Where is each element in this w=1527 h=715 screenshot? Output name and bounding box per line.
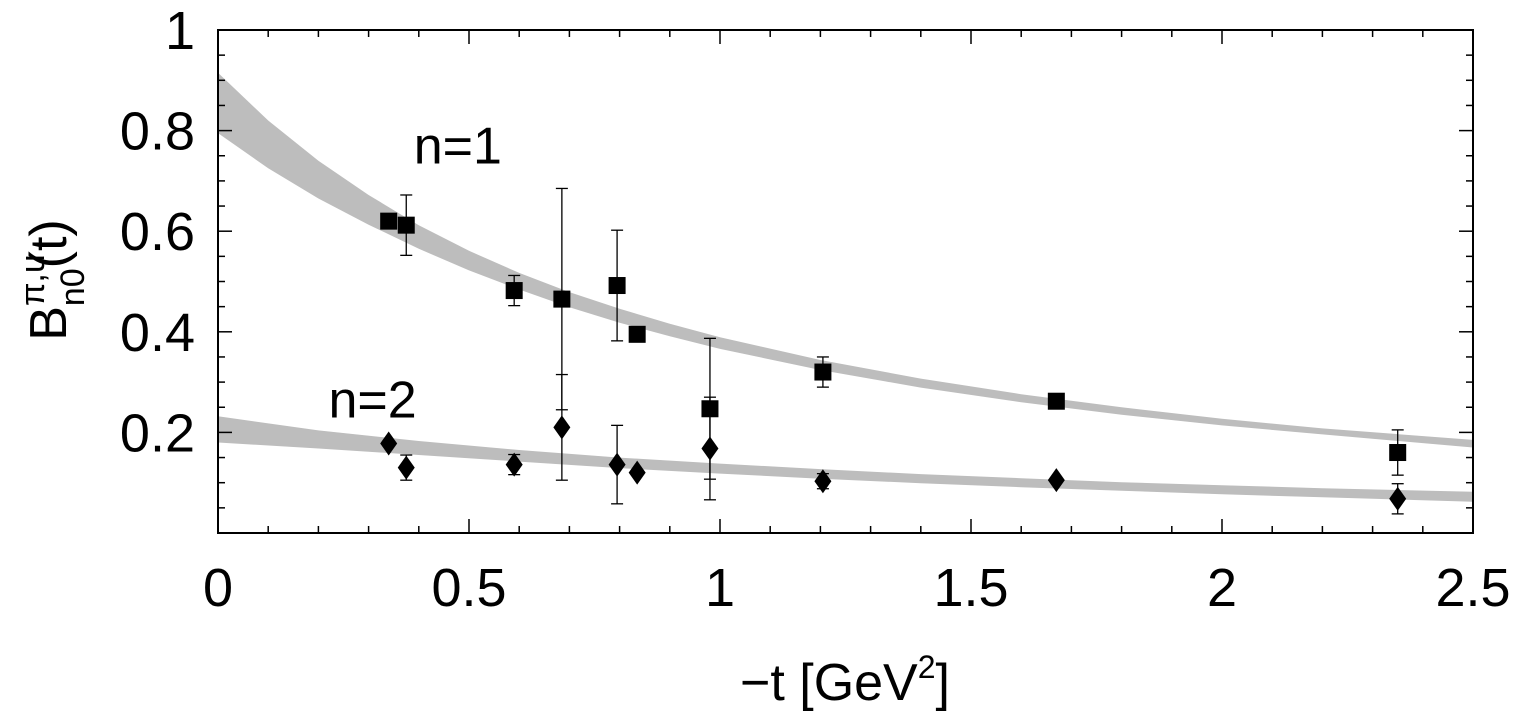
data-point-diamond <box>628 460 646 485</box>
data-point-diamond <box>397 455 415 480</box>
data-point-square <box>380 212 398 230</box>
y-axis-title-sub: n0 <box>54 268 92 306</box>
x-tick-label: 0 <box>203 558 233 618</box>
data-point-diamond <box>608 452 626 477</box>
y-tick-label: 0.4 <box>120 303 195 363</box>
data-point-square <box>814 363 832 381</box>
data-point-square <box>505 282 523 300</box>
y-axis-title-base: B <box>20 306 78 341</box>
data-point-square <box>628 325 646 343</box>
n2-annotation: n=2 <box>328 371 416 429</box>
data-point-diamond <box>701 436 719 461</box>
x-axis-title-sup: 2 <box>918 649 936 685</box>
data-point-square <box>1047 392 1065 410</box>
y-tick-label: 0.8 <box>120 102 195 162</box>
data-point-diamond <box>1389 486 1407 511</box>
n1-annotation: n=1 <box>414 117 502 175</box>
fit-bands <box>218 72 1473 502</box>
svg-text:Bπ,un0(t): Bπ,un0(t) <box>14 219 92 340</box>
data-point-square <box>553 290 571 308</box>
data-points <box>380 187 1407 515</box>
x-tick-label: 2 <box>1207 558 1237 618</box>
x-axis-title-main: −t [GeV <box>740 654 918 712</box>
axis-ticks <box>217 29 1474 534</box>
x-tick-label: 2.5 <box>1435 558 1510 618</box>
y-axis-title: Bπ,un0(t) <box>14 219 92 340</box>
x-axis-title-close: ] <box>936 654 950 712</box>
x-tick-label: 0.5 <box>431 558 506 618</box>
fit-band-n2 <box>218 416 1473 502</box>
x-tick-label: 1 <box>705 558 735 618</box>
data-point-diamond <box>553 415 571 440</box>
data-point-square <box>608 277 626 295</box>
data-point-diamond <box>380 431 398 456</box>
data-point-diamond <box>1047 468 1065 493</box>
y-tick-label: 0.2 <box>120 403 195 463</box>
y-tick-label: 1 <box>165 1 195 61</box>
data-point-diamond <box>814 469 832 494</box>
fit-band-n1 <box>218 72 1473 448</box>
y-axis-title-sup: π,u <box>14 254 52 306</box>
x-axis-title: −t [GeV2] <box>740 649 950 712</box>
data-point-diamond <box>505 452 523 477</box>
x-tick-label: 1.5 <box>933 558 1008 618</box>
y-axis-title-suffix: (t) <box>20 219 78 268</box>
data-point-square <box>1389 444 1407 462</box>
axis-tick-labels: 0 0.5 1 1.5 2 2.5 0.2 0.4 0.6 0.8 1 <box>120 1 1511 618</box>
data-point-square <box>397 216 415 234</box>
y-tick-label: 0.6 <box>120 202 195 262</box>
